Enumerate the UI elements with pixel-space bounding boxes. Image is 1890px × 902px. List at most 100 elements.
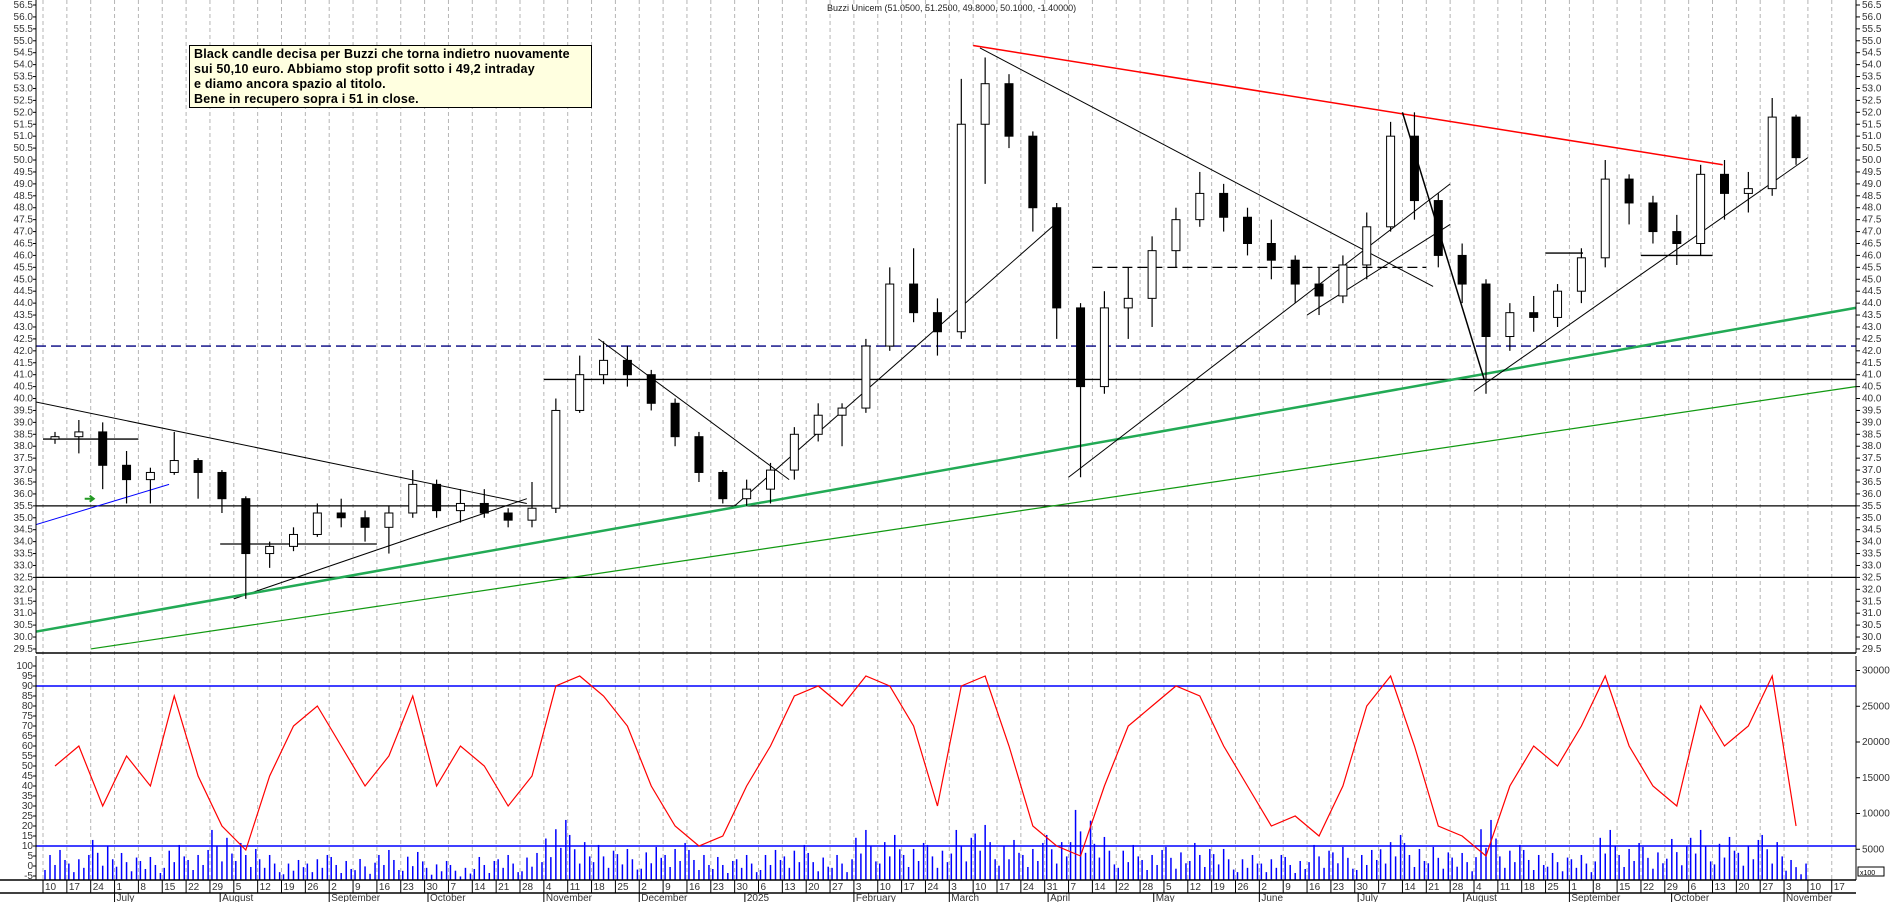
price-label-right: 38.0	[1862, 441, 1882, 452]
day-label: 17	[1834, 882, 1846, 893]
price-label-right: 42.0	[1862, 346, 1882, 357]
month-label: June	[1261, 893, 1283, 902]
day-label: 21	[498, 882, 510, 893]
price-label-right: 33.0	[1862, 560, 1882, 571]
candle-body	[670, 402, 680, 438]
candle-body	[1266, 243, 1276, 261]
indicator-label: 5	[27, 851, 33, 862]
trendline	[90, 386, 1856, 650]
candle-body	[1195, 192, 1205, 221]
day-label: 4	[1476, 882, 1482, 893]
price-label-right: 29.5	[1862, 644, 1882, 655]
volume-unit-label: x100	[1860, 870, 1875, 877]
price-label-left: 46.0	[14, 250, 34, 261]
price-label-left: 39.5	[14, 405, 34, 416]
month-label: July	[1360, 893, 1378, 902]
candle-body	[932, 312, 942, 333]
price-label-left: 40.0	[14, 394, 34, 405]
candle-body	[837, 407, 847, 416]
candle-body	[646, 374, 656, 404]
indicator-label: 75	[22, 711, 34, 722]
day-label: 30	[427, 882, 439, 893]
day-label: 27	[832, 882, 844, 893]
price-label-left: 48.0	[14, 203, 34, 214]
day-label: 4	[546, 882, 552, 893]
price-label-left: 44.0	[14, 298, 34, 309]
candle-body	[336, 512, 346, 519]
price-label-left: 41.0	[14, 370, 34, 381]
price-label-right: 30.0	[1862, 632, 1882, 643]
month-label: April	[1050, 893, 1070, 902]
day-label: 14	[1094, 882, 1106, 893]
price-label-right: 44.0	[1862, 298, 1882, 309]
candle-body	[1290, 259, 1300, 285]
candle-body	[1481, 283, 1491, 338]
day-label: 27	[1762, 882, 1774, 893]
price-label-right: 51.5	[1862, 119, 1882, 130]
indicator-label: 80	[22, 701, 34, 712]
price-label-right: 55.5	[1862, 24, 1882, 35]
price-label-right: 56.5	[1862, 0, 1882, 11]
candle-body	[193, 460, 203, 473]
candle-body	[312, 512, 322, 535]
candle-body	[599, 359, 609, 376]
note-line: Bene in recupero sopra i 51 in close.	[194, 92, 419, 106]
price-label-right: 39.0	[1862, 417, 1882, 428]
day-label: 24	[927, 882, 939, 893]
note-line: sui 50,10 euro. Abbiamo stop profit sott…	[194, 62, 535, 76]
day-label: 17	[904, 882, 916, 893]
price-label-left: 42.0	[14, 346, 34, 357]
indicator-label: 0	[27, 861, 33, 872]
day-label: 2	[641, 882, 647, 893]
day-label: 14	[474, 882, 486, 893]
trendline	[36, 401, 527, 504]
day-label: 30	[1357, 882, 1369, 893]
candles	[50, 57, 1801, 599]
candle-body	[1362, 226, 1372, 266]
indicator-label: 20	[22, 821, 34, 832]
price-label-left: 39.0	[14, 417, 34, 428]
price-label-right: 31.5	[1862, 596, 1882, 607]
month-label: August	[222, 893, 253, 902]
volume-label: 30000	[1862, 666, 1890, 677]
price-label-right: 46.0	[1862, 250, 1882, 261]
grid	[42, 0, 1833, 880]
price-label-right: 47.0	[1862, 227, 1882, 238]
stochastic-indicator	[36, 673, 1856, 858]
price-label-right: 52.5	[1862, 95, 1882, 106]
month-label: August	[1466, 893, 1497, 902]
price-label-right: 44.5	[1862, 286, 1882, 297]
month-label: November	[1786, 893, 1833, 902]
indicator-label: 40	[22, 781, 34, 792]
volume-bars	[44, 809, 1807, 880]
price-label-left: 30.5	[14, 620, 34, 631]
day-label: 29	[1667, 882, 1679, 893]
day-label: 28	[1452, 882, 1464, 893]
price-label-right: 32.5	[1862, 572, 1882, 583]
day-label: 17	[69, 882, 81, 893]
price-label-left: 33.0	[14, 560, 34, 571]
price-label-left: 48.5	[14, 191, 34, 202]
day-label: 19	[284, 882, 296, 893]
day-label: 11	[570, 882, 581, 893]
day-label: 23	[713, 882, 725, 893]
candle-body	[145, 471, 155, 481]
volume-label: 20000	[1862, 737, 1890, 748]
price-label-right: 52.0	[1862, 107, 1882, 118]
day-label: 30	[737, 882, 749, 893]
candle-body	[1076, 307, 1086, 388]
price-label-right: 53.0	[1862, 83, 1882, 94]
day-label: 2	[1261, 882, 1267, 893]
day-label: 1	[117, 882, 123, 893]
price-label-right: 31.0	[1862, 608, 1882, 619]
candle-body	[885, 283, 895, 347]
day-label: 13	[784, 882, 796, 893]
price-label-left: 43.0	[14, 322, 34, 333]
trendline	[734, 224, 1056, 507]
indicator-label: 70	[22, 721, 34, 732]
day-label: 28	[522, 882, 534, 893]
note-line: e diamo ancora spazio al titolo.	[194, 77, 386, 91]
candle-body	[813, 414, 823, 435]
day-label: 26	[1238, 882, 1250, 893]
day-label: 10	[880, 882, 892, 893]
